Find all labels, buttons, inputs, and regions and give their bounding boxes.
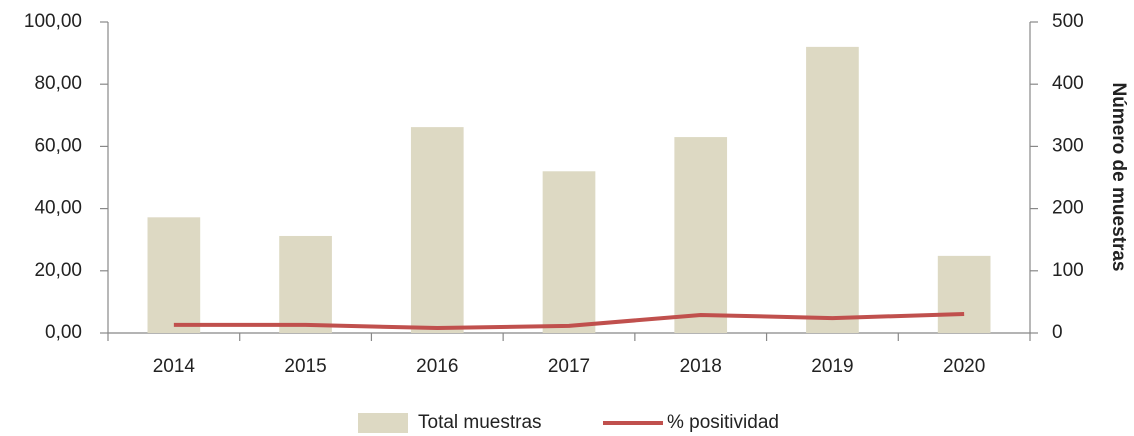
x-tick-label: 2020 — [943, 356, 985, 377]
x-tick-label: 2015 — [284, 356, 326, 377]
x-tick-label: 2019 — [811, 356, 853, 377]
y2-tick-label: 300 — [1052, 135, 1084, 156]
legend-label: % positividad — [667, 412, 779, 433]
y2-tick-label: 500 — [1052, 11, 1084, 32]
y2-tick-label: 100 — [1052, 260, 1084, 281]
y-tick-label: 100,00 — [24, 11, 82, 32]
y2-tick-label: 400 — [1052, 73, 1084, 94]
y-tick-label: 20,00 — [34, 260, 82, 281]
bar — [674, 137, 728, 333]
y2-axis-label: Número de muestras — [1108, 82, 1129, 271]
x-tick-label: 2017 — [548, 356, 590, 377]
y-tick-label: 60,00 — [34, 135, 82, 156]
y2-tick-label: 0 — [1052, 322, 1063, 343]
y-tick-label: 0,00 — [45, 322, 82, 343]
bar — [806, 46, 859, 333]
bar — [542, 171, 596, 333]
y-tick-label: 40,00 — [34, 198, 82, 219]
bar — [147, 217, 201, 333]
x-tick-label: 2018 — [680, 356, 722, 377]
x-tick-label: 2014 — [153, 356, 196, 377]
y-tick-label: 80,00 — [34, 73, 82, 94]
legend-label: Total muestras — [418, 412, 542, 433]
line — [173, 312, 965, 331]
bar — [937, 255, 991, 333]
x-tick-label: 2016 — [416, 356, 458, 377]
bar — [279, 235, 332, 333]
bar — [410, 127, 464, 333]
legend-swatch — [358, 413, 408, 433]
y2-tick-label: 200 — [1052, 198, 1084, 219]
